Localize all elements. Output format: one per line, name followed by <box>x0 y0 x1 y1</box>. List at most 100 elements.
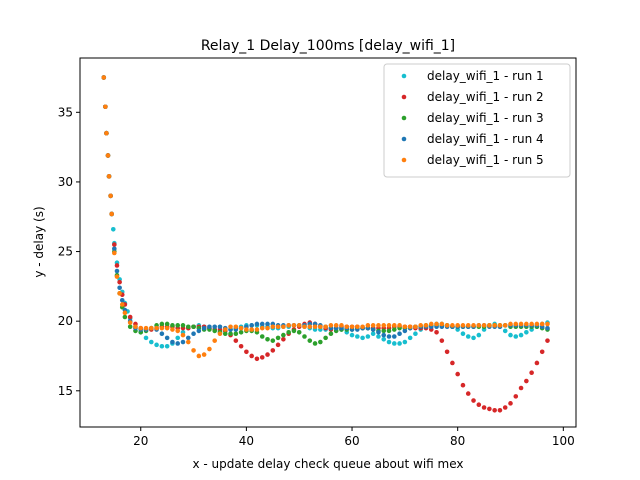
data-point <box>444 323 450 328</box>
legend-label: delay_wifi_1 - run 2 <box>427 90 544 104</box>
data-point <box>185 335 191 341</box>
data-point <box>265 321 270 327</box>
data-point <box>265 352 270 357</box>
data-point <box>114 268 120 274</box>
data-point <box>423 323 429 328</box>
data-point <box>119 302 125 307</box>
data-point <box>450 360 455 366</box>
data-point <box>386 328 392 334</box>
data-point <box>185 324 191 330</box>
data-point <box>291 323 297 328</box>
data-point <box>286 330 291 335</box>
data-point <box>191 331 196 337</box>
data-point <box>175 341 181 346</box>
data-point <box>502 323 508 328</box>
data-point <box>355 324 360 330</box>
data-point <box>180 339 186 345</box>
data-point <box>159 325 165 331</box>
data-point <box>328 323 334 328</box>
data-point <box>117 279 122 285</box>
data-point <box>402 339 408 345</box>
legend-marker <box>401 136 407 142</box>
data-point <box>109 211 114 217</box>
data-point <box>318 324 323 330</box>
data-point <box>164 335 170 341</box>
data-point <box>307 324 313 330</box>
data-point <box>259 325 265 331</box>
data-point <box>413 324 418 330</box>
data-point <box>154 325 159 331</box>
y-tick-label: 20 <box>58 314 73 328</box>
data-point <box>159 321 165 327</box>
data-point <box>391 341 397 346</box>
data-point <box>143 335 149 341</box>
legend-label: delay_wifi_1 - run 5 <box>427 153 544 167</box>
data-point <box>180 332 186 338</box>
data-point <box>497 407 503 413</box>
data-point <box>328 331 334 337</box>
legend-label: delay_wifi_1 - run 4 <box>427 132 544 146</box>
data-point <box>270 348 276 353</box>
data-point <box>207 346 212 352</box>
legend-marker <box>401 157 407 163</box>
data-point <box>244 327 249 332</box>
y-tick-label: 25 <box>58 245 73 259</box>
data-point <box>524 378 529 384</box>
data-point <box>492 407 497 413</box>
data-point <box>539 349 545 355</box>
x-tick-label: 80 <box>450 434 465 448</box>
data-point <box>333 323 339 328</box>
data-point <box>323 335 328 341</box>
data-point <box>291 328 297 334</box>
y-tick-label: 30 <box>58 175 73 189</box>
data-point <box>302 324 307 330</box>
data-point <box>108 193 113 199</box>
data-point <box>110 226 116 232</box>
data-point <box>460 382 466 388</box>
data-point <box>154 342 159 348</box>
data-point <box>376 330 381 335</box>
data-point <box>212 324 217 330</box>
data-point <box>233 331 239 337</box>
data-point <box>402 324 408 330</box>
data-point <box>281 336 286 342</box>
data-point <box>259 321 265 327</box>
data-point <box>117 285 122 291</box>
data-point <box>444 349 450 355</box>
data-point <box>238 330 244 335</box>
y-axis-ticks: 15 20 25 30 35 <box>58 105 80 398</box>
x-tick-label: 20 <box>133 434 148 448</box>
data-point <box>534 360 540 366</box>
data-point <box>149 325 154 331</box>
data-point <box>270 338 276 343</box>
data-point <box>233 324 239 330</box>
data-point <box>119 297 125 303</box>
data-point <box>201 325 207 331</box>
data-point <box>508 321 513 327</box>
data-point <box>170 327 175 332</box>
data-point <box>455 371 460 377</box>
legend-marker <box>401 94 407 100</box>
data-point <box>465 334 471 339</box>
data-point <box>275 342 281 348</box>
data-point <box>159 331 165 337</box>
data-point <box>170 323 175 328</box>
data-point <box>513 394 519 399</box>
data-point <box>127 320 133 325</box>
data-point <box>238 325 244 331</box>
data-point <box>138 325 144 331</box>
data-point <box>275 335 281 341</box>
data-point <box>228 331 233 337</box>
data-point <box>112 250 117 256</box>
data-point <box>402 328 408 334</box>
data-point <box>164 321 170 327</box>
data-point <box>502 328 508 334</box>
data-point <box>465 323 471 328</box>
data-point <box>175 323 181 328</box>
data-point <box>545 321 550 327</box>
data-point <box>185 339 191 345</box>
data-point <box>217 331 223 337</box>
data-point <box>254 321 260 327</box>
data-point <box>487 323 492 328</box>
